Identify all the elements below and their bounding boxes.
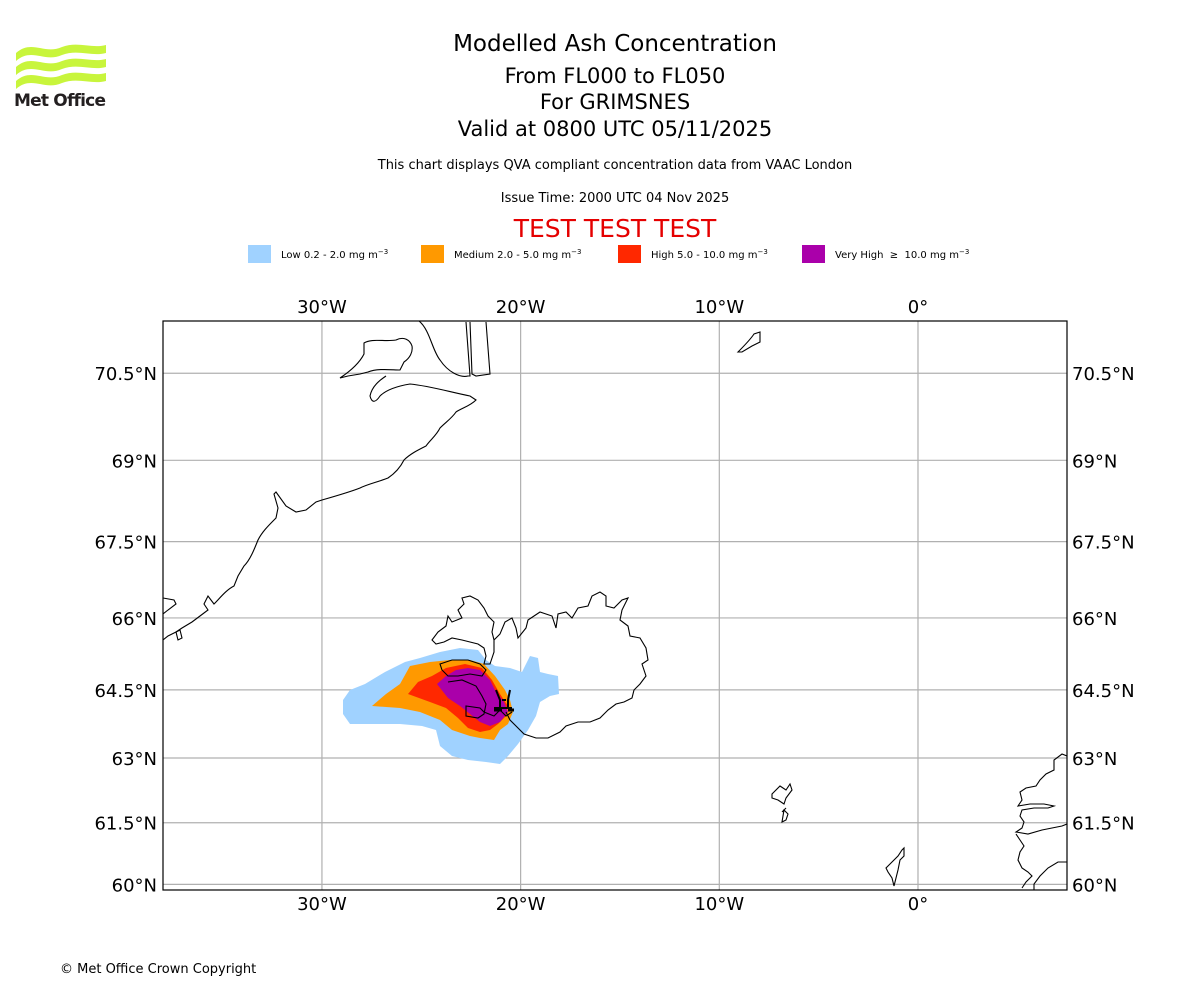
lat-label-left: 70.5°N (94, 364, 157, 385)
issue-time: Issue Time: 2000 UTC 04 Nov 2025 (500, 191, 730, 206)
copyright-notice: © Met Office Crown Copyright (60, 962, 257, 977)
map-axis-labels: 30°W 30°W 20°W 20°W 10°W 10°W 0° 0° 70.5°N 70.5°N… (94, 297, 1134, 915)
map-gridlines (163, 321, 1067, 890)
valid-time: Valid at 0800 UTC 05/11/2025 (457, 117, 773, 141)
chart-title: Modelled Ash Concentration (453, 31, 777, 57)
lon-label-top: 20°W (496, 297, 546, 318)
legend-label-medium: Medium 2.0 - 5.0 mg m−3 (454, 247, 582, 261)
chart-subtitle: This chart displays QVA compliant concen… (377, 158, 853, 173)
ash-contour-very-high (437, 668, 508, 726)
legend-label-high: High 5.0 - 10.0 mg m−3 (651, 247, 768, 261)
coastline-greenland-tip (163, 597, 183, 641)
legend-item-low: Low 0.2 - 2.0 mg m−3 (248, 245, 397, 263)
lat-label-left: 67.5°N (94, 533, 157, 554)
lon-label-bottom: 30°W (297, 894, 347, 915)
lat-label-left: 64.5°N (94, 681, 157, 702)
lat-label-left: 60°N (112, 875, 157, 896)
coastline-norway (1014, 753, 1067, 890)
coastline-faroe-islands (771, 782, 793, 823)
lat-label-right: 63°N (1072, 749, 1117, 770)
lat-label-right: 70.5°N (1072, 364, 1135, 385)
lat-label-right: 66°N (1072, 609, 1117, 630)
legend-swatch-low (248, 245, 271, 263)
lon-label-top: 0° (908, 297, 928, 318)
lat-label-left: 69°N (112, 451, 157, 472)
coastline-jan-mayen (736, 331, 761, 353)
legend-item-high: High 5.0 - 10.0 mg m−3 (618, 245, 778, 263)
lat-label-right: 67.5°N (1072, 533, 1135, 554)
lon-label-bottom: 0° (908, 894, 928, 915)
lat-label-right: 61.5°N (1072, 814, 1135, 835)
coastline-shetland (885, 846, 905, 887)
coastline-greenland-east (163, 321, 491, 641)
lat-label-left: 61.5°N (94, 814, 157, 835)
lat-label-right: 69°N (1072, 451, 1117, 472)
met-office-logo-icon (16, 44, 106, 89)
volcano-symbol-icon (494, 689, 514, 712)
legend-swatch-high (618, 245, 641, 263)
legend-swatch-very-high (802, 245, 825, 263)
met-office-logo-text: Met Office (14, 91, 106, 111)
coastlines (163, 321, 1067, 890)
lat-label-left: 66°N (112, 609, 157, 630)
lon-label-bottom: 20°W (496, 894, 546, 915)
test-banner: TEST TEST TEST (513, 214, 717, 243)
coastline-iceland-west (439, 659, 513, 719)
legend-label-low: Low 0.2 - 2.0 mg m−3 (281, 247, 389, 261)
lon-label-top: 10°W (694, 297, 744, 318)
lat-label-right: 60°N (1072, 875, 1117, 896)
legend-item-medium: Medium 2.0 - 5.0 mg m−3 (421, 245, 594, 263)
legend-label-very-high: Very High ≥ 10.0 mg m−3 (835, 247, 970, 261)
lon-label-bottom: 10°W (694, 894, 744, 915)
legend-item-very-high: Very High ≥ 10.0 mg m−3 (802, 245, 969, 263)
lon-label-top: 30°W (297, 297, 347, 318)
concentration-legend: Low 0.2 - 2.0 mg m−3 Medium 2.0 - 5.0 mg… (248, 244, 993, 264)
legend-swatch-medium (421, 245, 444, 263)
lat-label-right: 64.5°N (1072, 681, 1135, 702)
map-frame (162, 320, 1068, 891)
volcano-name: For GRIMSNES (539, 90, 691, 114)
coastline-iceland (431, 591, 649, 739)
lat-label-left: 63°N (112, 749, 157, 770)
flight-level-range: From FL000 to FL050 (504, 64, 726, 88)
